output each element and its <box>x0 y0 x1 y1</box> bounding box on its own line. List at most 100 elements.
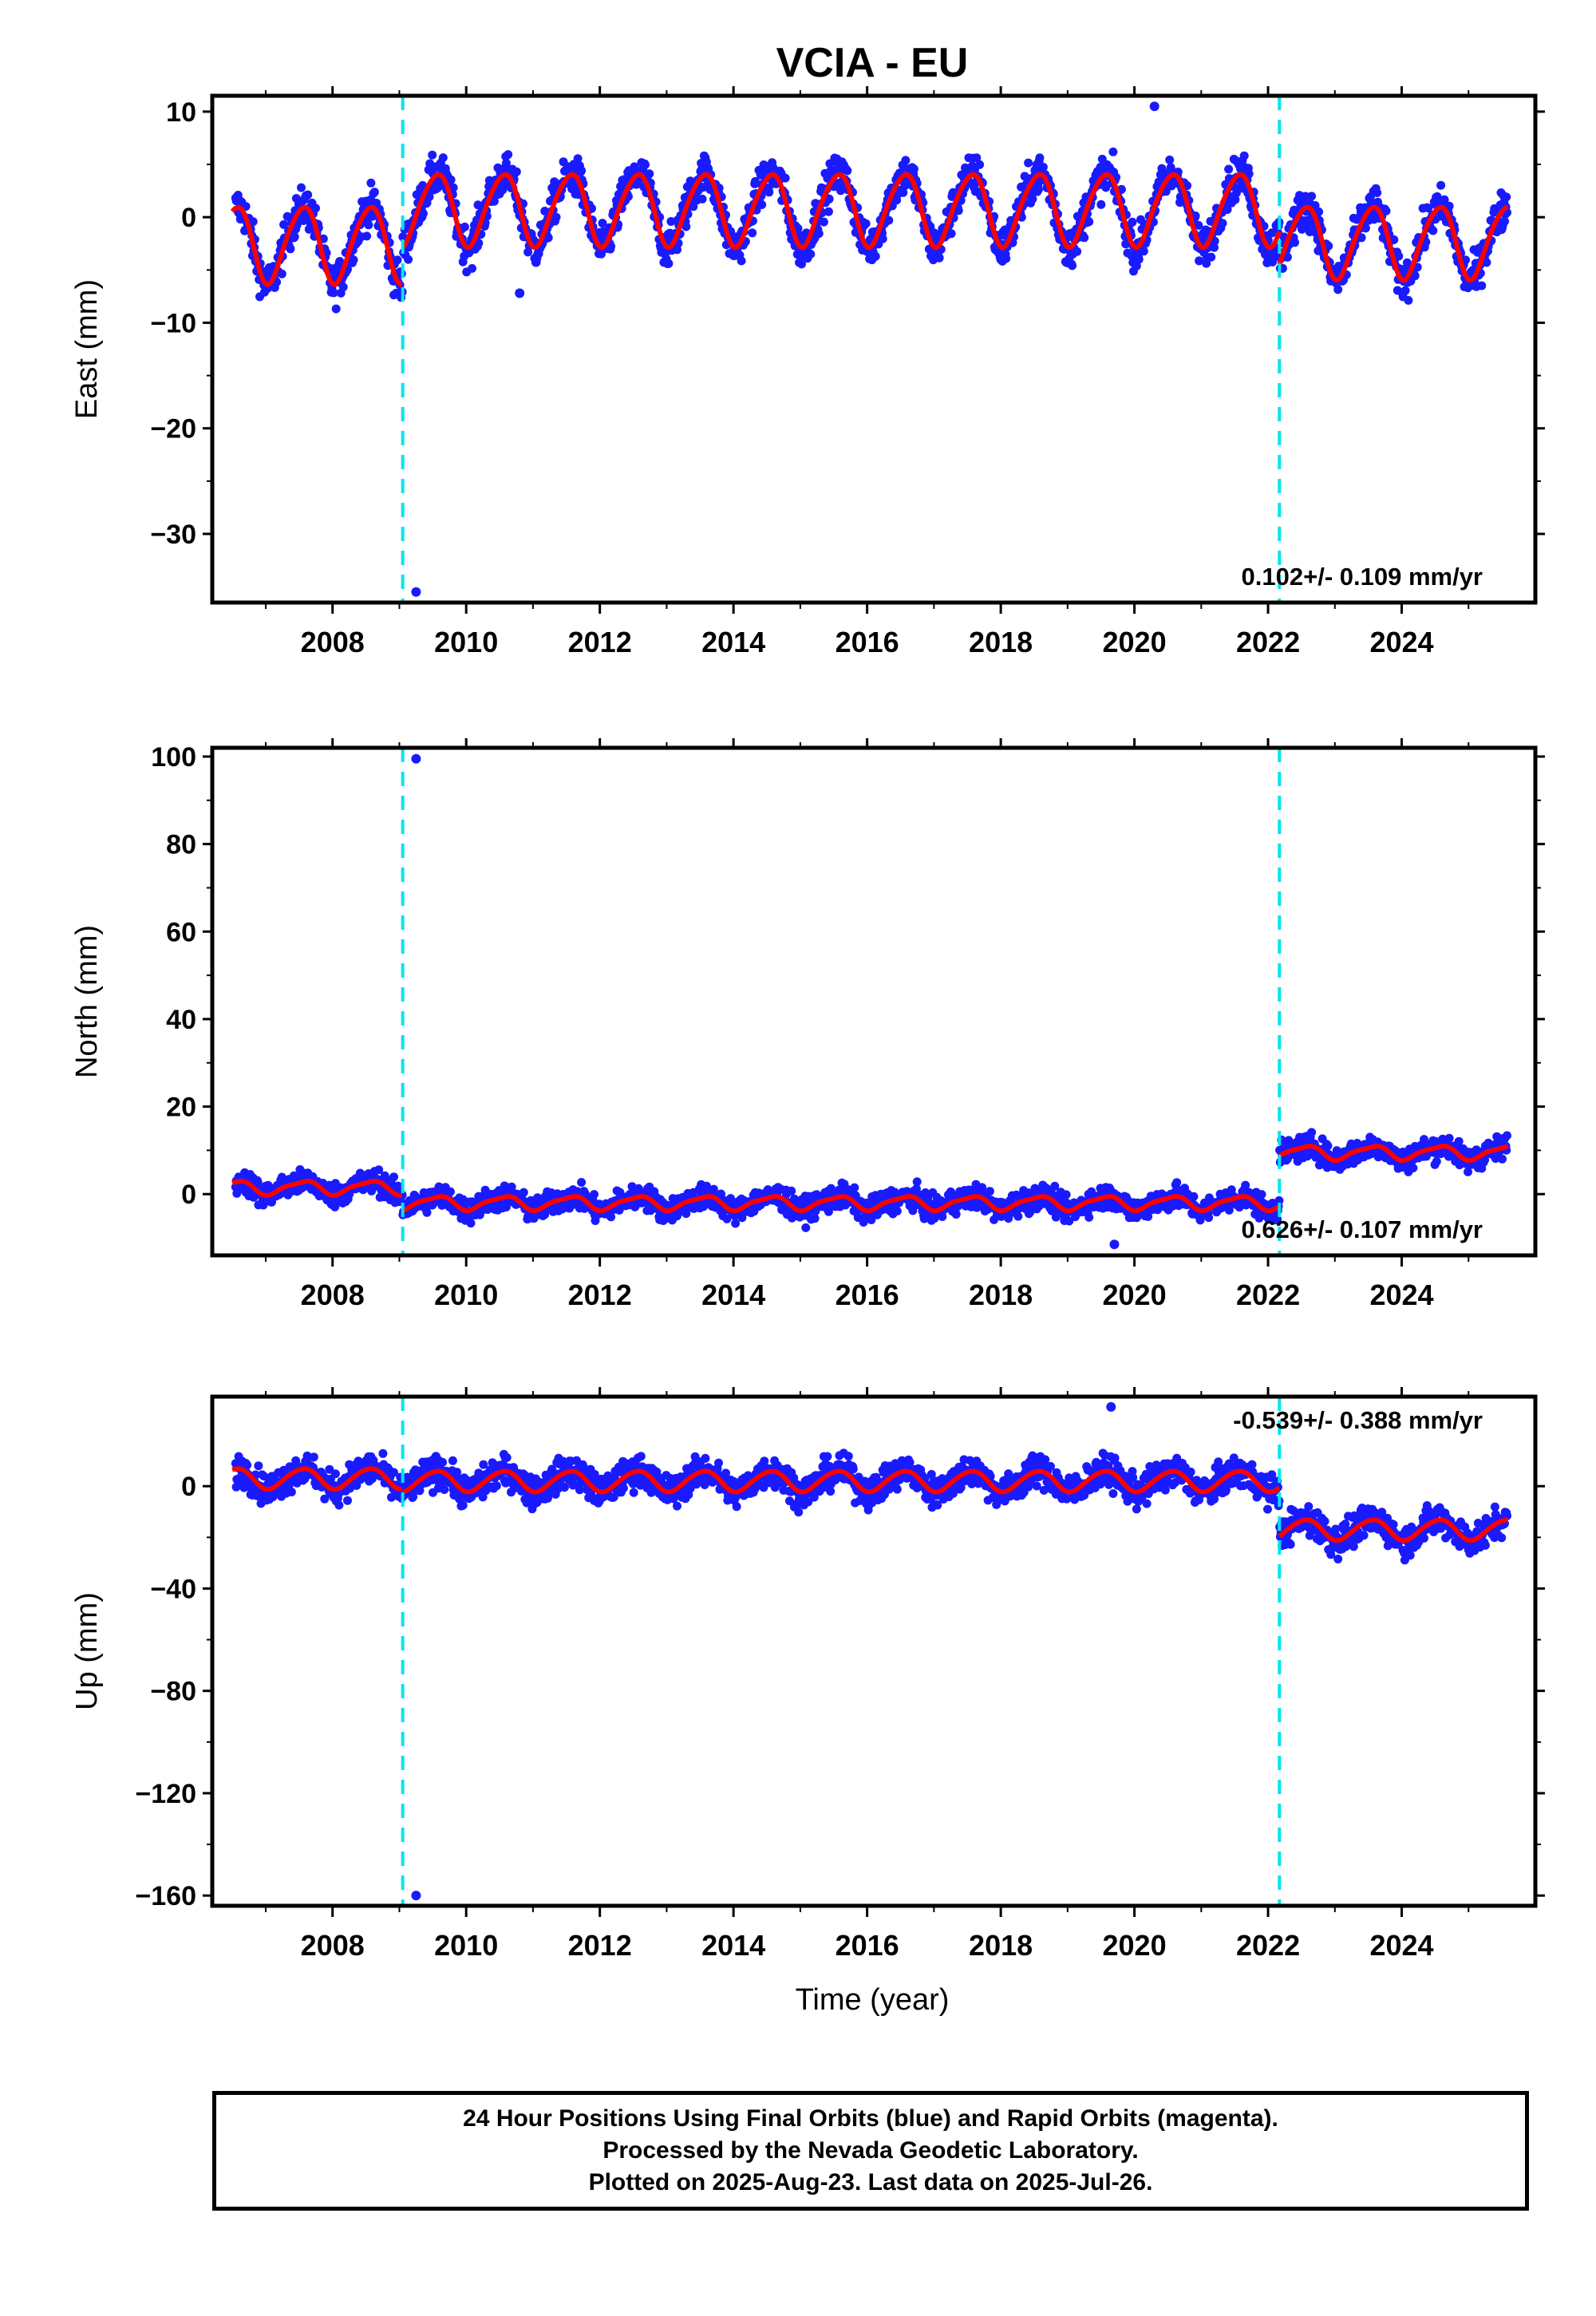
x-tick-label: 2012 <box>568 1279 632 1311</box>
data-point <box>850 1183 859 1192</box>
y-axis-label: East (mm) <box>70 279 104 419</box>
outlier-point <box>411 587 421 597</box>
y-tick-label: 0 <box>181 1180 196 1210</box>
data-point <box>975 160 985 169</box>
data-point <box>1432 1156 1441 1166</box>
x-tick-label: 2024 <box>1369 1279 1433 1311</box>
data-point <box>1444 1133 1454 1143</box>
x-tick-label: 2018 <box>969 626 1033 658</box>
data-point <box>1389 235 1399 244</box>
data-point <box>254 1461 263 1471</box>
data-point <box>1244 169 1254 179</box>
x-tick-label: 2010 <box>434 626 498 658</box>
data-point <box>731 1219 741 1228</box>
data-point <box>978 1183 987 1192</box>
x-tick-label: 2016 <box>836 626 899 658</box>
data-point <box>1153 1205 1163 1215</box>
data-point <box>438 1457 448 1467</box>
y-tick-label: 10 <box>166 97 196 128</box>
data-point <box>1165 155 1175 164</box>
data-point <box>664 259 674 268</box>
rate-annotation: 0.102+/- 0.109 mm/yr <box>1242 563 1483 591</box>
data-point <box>1108 147 1118 156</box>
x-tick-label: 2020 <box>1103 1279 1167 1311</box>
data-point <box>320 1494 330 1504</box>
data-point <box>448 1456 457 1465</box>
x-tick-label: 2014 <box>701 1279 765 1311</box>
data-point <box>253 1178 263 1188</box>
x-tick-label: 2008 <box>301 1279 365 1311</box>
data-point <box>364 220 373 230</box>
data-point <box>1500 216 1509 226</box>
data-point <box>1227 1185 1236 1195</box>
data-point <box>810 1214 820 1223</box>
data-point <box>814 229 824 239</box>
data-point <box>1410 271 1420 281</box>
data-point <box>1024 158 1033 168</box>
x-tick-label: 2010 <box>434 1279 498 1311</box>
data-point <box>448 183 458 192</box>
data-point <box>824 194 834 204</box>
data-point <box>1305 227 1314 236</box>
data-point <box>1357 233 1366 243</box>
data-point <box>597 249 606 259</box>
data-point <box>1195 256 1204 266</box>
data-point <box>243 1460 252 1470</box>
data-point <box>565 1203 575 1213</box>
data-point <box>1301 192 1310 201</box>
data-point <box>389 1172 398 1182</box>
x-tick-label: 2014 <box>701 626 765 658</box>
data-point <box>1207 252 1216 262</box>
data-point <box>764 188 774 197</box>
data-point <box>1134 255 1144 264</box>
outlier-point <box>1149 101 1159 112</box>
data-point <box>819 217 828 227</box>
data-point <box>1001 254 1011 263</box>
fit-line-segment <box>401 1194 1281 1214</box>
figure-title: VCIA - EU <box>776 40 969 86</box>
data-point <box>780 173 790 183</box>
data-point <box>389 1468 398 1477</box>
data-point <box>1400 286 1410 295</box>
data-point <box>331 304 341 314</box>
data-point <box>366 178 376 188</box>
data-point <box>334 1500 344 1510</box>
fit-line-segment <box>230 204 402 287</box>
data-point <box>330 1469 340 1479</box>
fit-line-segment <box>401 172 1282 251</box>
data-point <box>445 1187 455 1196</box>
data-point <box>1241 1180 1250 1190</box>
y-tick-label: 40 <box>166 1005 196 1035</box>
data-point <box>722 1214 732 1223</box>
data-point <box>1436 180 1446 190</box>
plot-frame <box>210 93 1538 605</box>
data-point <box>393 255 402 265</box>
data-point <box>1030 1184 1040 1193</box>
data-point <box>519 1188 528 1197</box>
data-point <box>1073 247 1082 256</box>
data-point <box>908 1206 918 1215</box>
data-point <box>303 190 313 200</box>
data-point <box>590 1190 598 1199</box>
data-point <box>501 1203 511 1211</box>
data-point <box>474 239 484 248</box>
fit-line-segment <box>1277 204 1509 283</box>
y-tick-label: −20 <box>150 414 196 445</box>
y-tick-label: −30 <box>150 520 196 550</box>
fit-line-segment <box>1278 1144 1509 1164</box>
x-tick-label: 2022 <box>1236 626 1300 658</box>
x-tick-label: 2024 <box>1369 626 1433 658</box>
data-point <box>787 1186 796 1196</box>
data-point <box>681 222 691 231</box>
data-point <box>1361 223 1370 233</box>
y-tick-label: 60 <box>166 917 196 947</box>
data-point <box>577 166 587 176</box>
data-point <box>279 219 289 229</box>
data-point <box>502 1452 512 1462</box>
data-point <box>901 156 911 165</box>
data-point <box>422 1207 432 1217</box>
data-point <box>1307 1128 1317 1137</box>
y-tick-label: 80 <box>166 830 196 860</box>
